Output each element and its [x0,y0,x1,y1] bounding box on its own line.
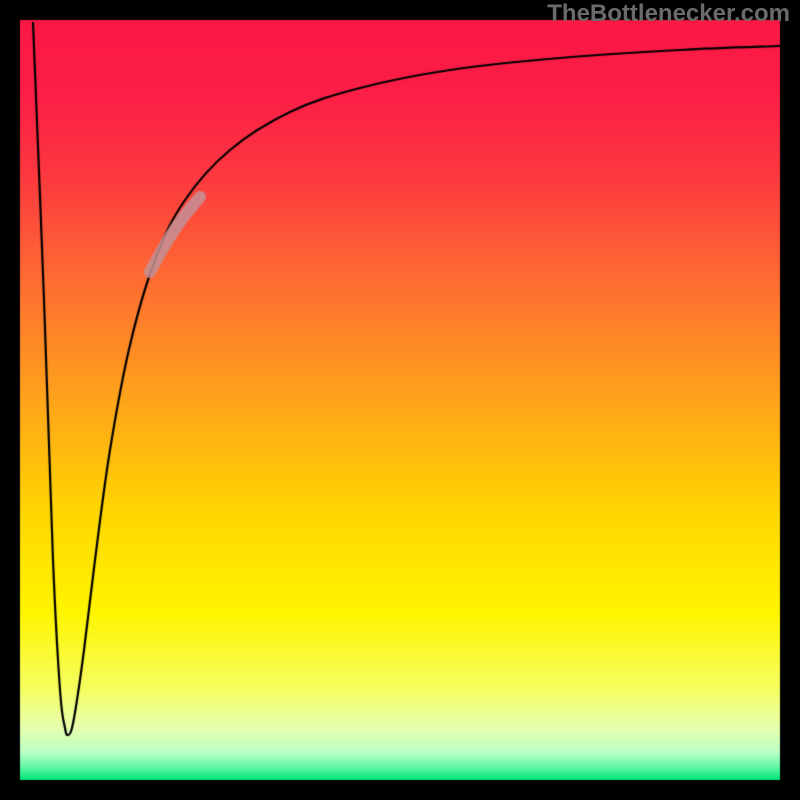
watermark-label: TheBottlenecker.com [547,0,790,28]
bottleneck-curve-chart [0,0,800,800]
